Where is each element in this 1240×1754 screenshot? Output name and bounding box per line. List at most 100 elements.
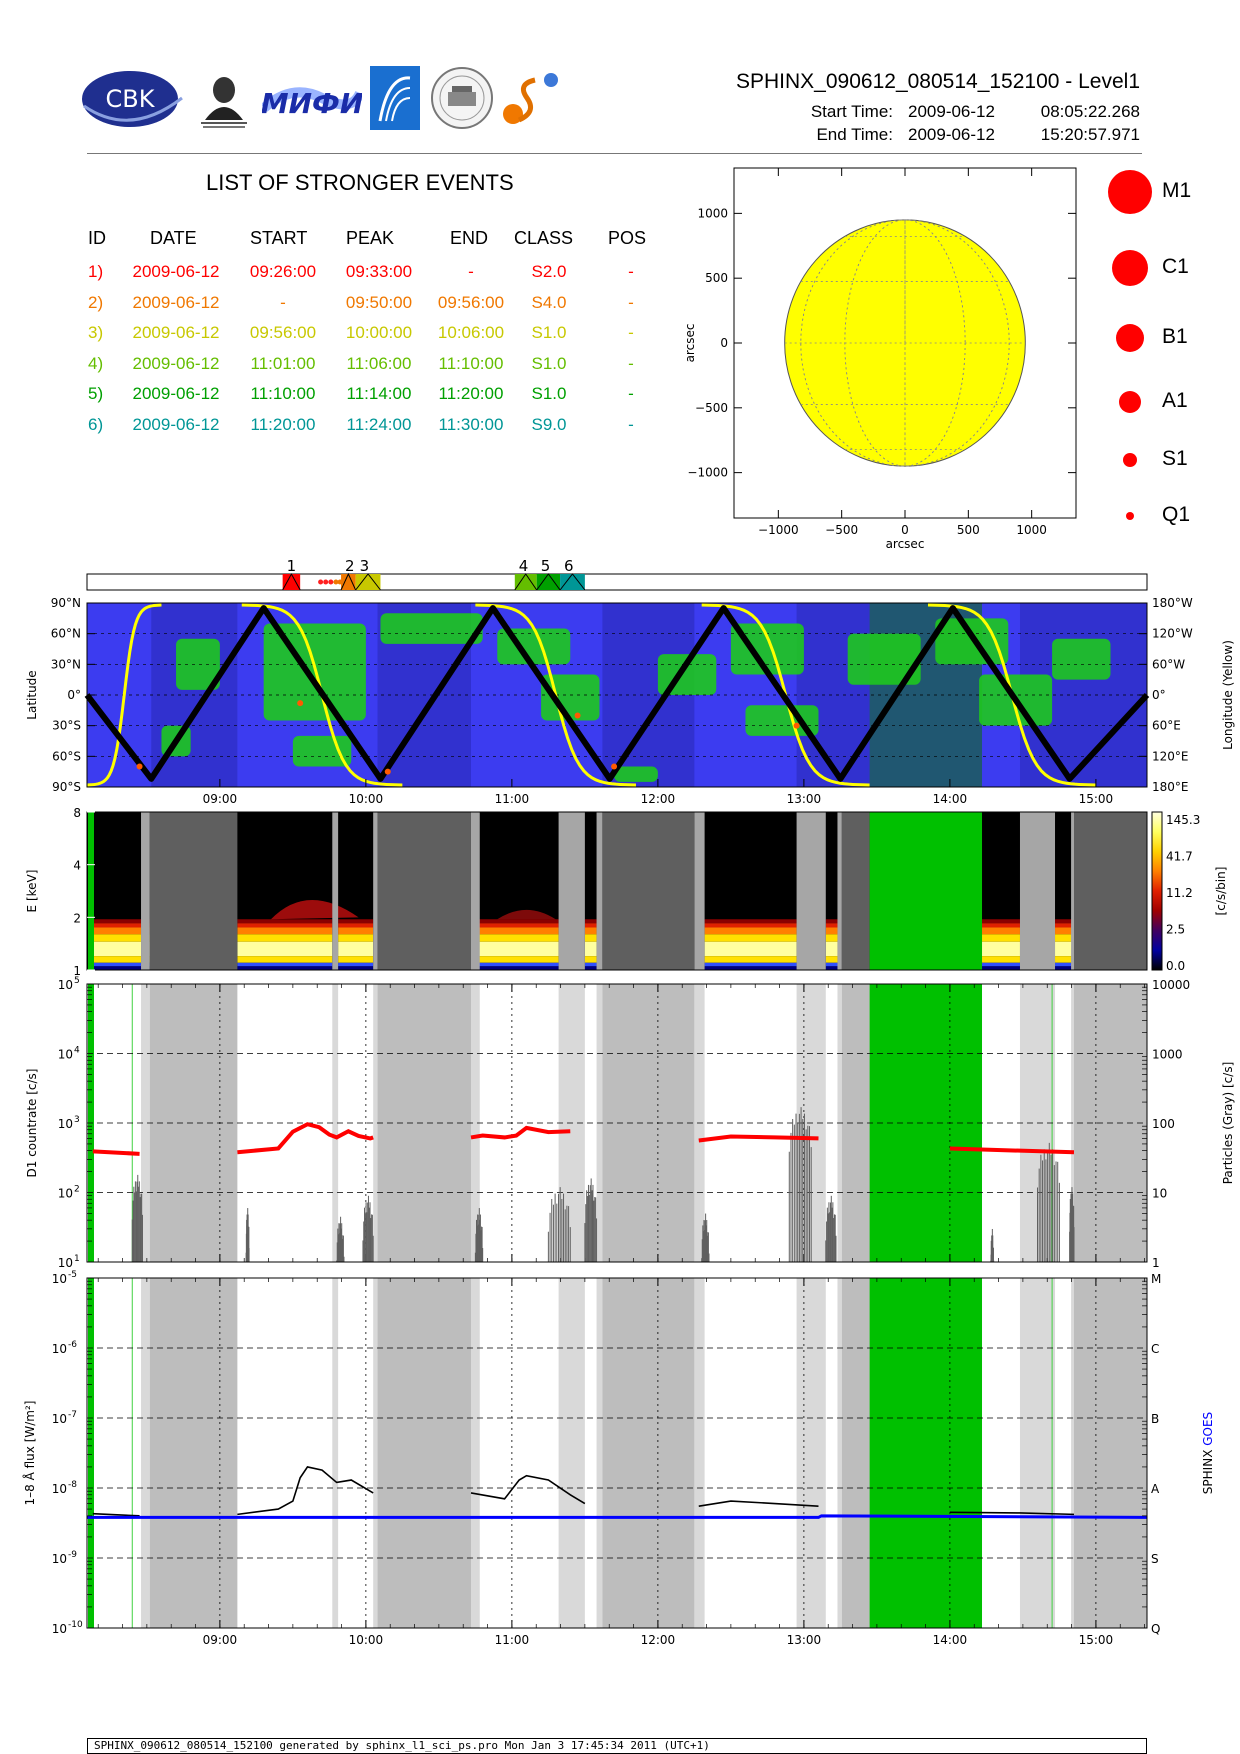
map-x-tick-label: 11:00 [495,792,530,806]
spec-energy-band [470,956,559,963]
goes-sphinx-line [698,1500,819,1507]
spec-energy-band [704,919,797,924]
goes-sphinx-line [92,1512,140,1517]
spec-energy-band [338,956,374,963]
size-legend-label: B1 [1162,325,1188,348]
spec-energy-band [584,812,597,920]
spec-colorbar-tick-label: 11.2 [1166,886,1193,900]
map-land-mass [730,623,804,675]
event-cell-peak: 09:33:00 [345,262,413,281]
goes-y2-tick-label: Q [1151,1622,1160,1636]
event-cell-date: 2009-06-12 [132,323,220,342]
event-cell-date: 2009-06-12 [132,262,220,281]
timeline-event-label: 2 [345,560,355,575]
goes-gap-band [602,1278,695,1628]
spec-gap-band [373,812,378,970]
spec-saa-band [869,812,983,970]
event-cell-start: 09:56:00 [249,323,317,342]
spec-energy-band [704,956,797,963]
map-flare-marker [297,700,304,707]
size-legend-dot [1112,250,1148,286]
spec-energy-band [237,962,333,967]
event-cell-start: 11:01:00 [250,353,316,373]
start-time-label: Start Time: [810,102,893,121]
timeline-event-marker [282,572,301,591]
goes-y-tick-label: 10 [52,1272,67,1286]
map-y-axis-label: Latitude [25,670,39,719]
event-cell-pos: - [628,414,634,434]
spec-energy-band [470,934,559,942]
event-cell-pos: - [628,292,634,312]
spec-energy-band [338,919,374,924]
timeline-event-marker [514,573,538,591]
mifi-logo: МИФИ [260,78,365,128]
event-cell-pos: - [628,384,634,403]
map-y-tick-label: 90°S [52,780,81,794]
goes-x-tick-label: 11:00 [495,1633,530,1647]
map-flare-marker [384,768,391,775]
goes-y2-tick-label: B [1151,1412,1159,1426]
goes-x-tick-label: 14:00 [933,1633,968,1647]
goes-gap-band [332,1278,339,1628]
timeline-event-label: 6 [564,560,574,575]
map-y-tick-label: 60°N [51,627,81,641]
event-cell-peak: 11:14:00 [346,384,412,403]
sun-y-tick-label: −1000 [687,466,728,480]
event-cell-date: 2009-06-12 [132,292,220,312]
d1-countrate-line [92,1149,140,1156]
size-legend-dot [1119,391,1141,413]
spec-energy-band [88,927,142,935]
spec-y-axis-label: E [keV] [25,870,39,913]
start-time-value: 08:05:22.268 [1040,102,1140,121]
spec-energy-band [704,923,797,928]
timeline-event-label: 5 [541,560,551,575]
event-cell-end: 10:06:00 [437,323,505,342]
map-y2-tick-label: 60°E [1152,719,1181,733]
d1-y-tick-exponent: 1 [74,1254,80,1264]
timeline-event-marker [355,573,381,591]
goes-sphinx-line [470,1474,586,1505]
timeline-flare-dot [337,579,343,585]
spec-energy-band [237,966,333,970]
spec-energy-band [825,966,838,970]
map-land-mass [847,633,921,685]
spec-colorbar-tick-label: 41.7 [1166,850,1193,864]
goes-gap-band [377,1278,471,1628]
map-land-mass [541,674,600,721]
spec-energy-band [237,941,333,957]
spec-colorbar-tick-label: 0.0 [1166,959,1185,973]
spec-energy-band [584,927,597,935]
map-x-tick-label: 15:00 [1079,792,1114,806]
sun-disk-grid [784,219,1026,467]
goes-y-tick-exponent: -8 [68,1480,77,1490]
d1-y2-tick-label: 1000 [1152,1048,1183,1062]
spec-energy-band [584,923,597,928]
spec-energy-band [825,956,838,963]
goes-x-tick-label: 15:00 [1079,1633,1114,1647]
d1-gap-band [470,984,480,1262]
spec-energy-band [470,927,559,935]
events-col-header: END [450,228,489,248]
goes-saa-band [869,1278,983,1628]
d1-y-tick-label: 10 [58,1117,73,1131]
map-y-tick-label: 30°S [52,719,81,733]
map-y2-tick-label: 120°E [1152,749,1189,763]
event-cell-peak: 11:24:00 [346,414,412,434]
d1-y-tick-label: 10 [58,1048,73,1062]
map-y2-axis-label: Longitude (Yellow) [1221,640,1235,750]
d1-y-tick-exponent: 2 [74,1185,80,1195]
spec-energy-band [1055,919,1074,924]
d1-y-tick-label: 10 [58,1256,73,1270]
d1-y-axis-label: D1 countrate [c/s] [25,1069,39,1178]
sun-y-tick-label: −500 [695,401,728,415]
goes-gap-band [596,1278,603,1628]
goes-x-tick-label: 12:00 [641,1633,676,1647]
map-flare-marker [611,763,618,770]
goes-y-tick-label: 10 [52,1482,67,1496]
event-cell-id: 5) [88,384,104,403]
sun-y-tick-label: 1000 [697,206,728,220]
d1-countrate-line [949,1146,1075,1155]
spec-energy-band [982,962,1020,967]
event-cell-class: S4.0 [531,292,567,312]
d1-countrate-line [698,1134,819,1143]
